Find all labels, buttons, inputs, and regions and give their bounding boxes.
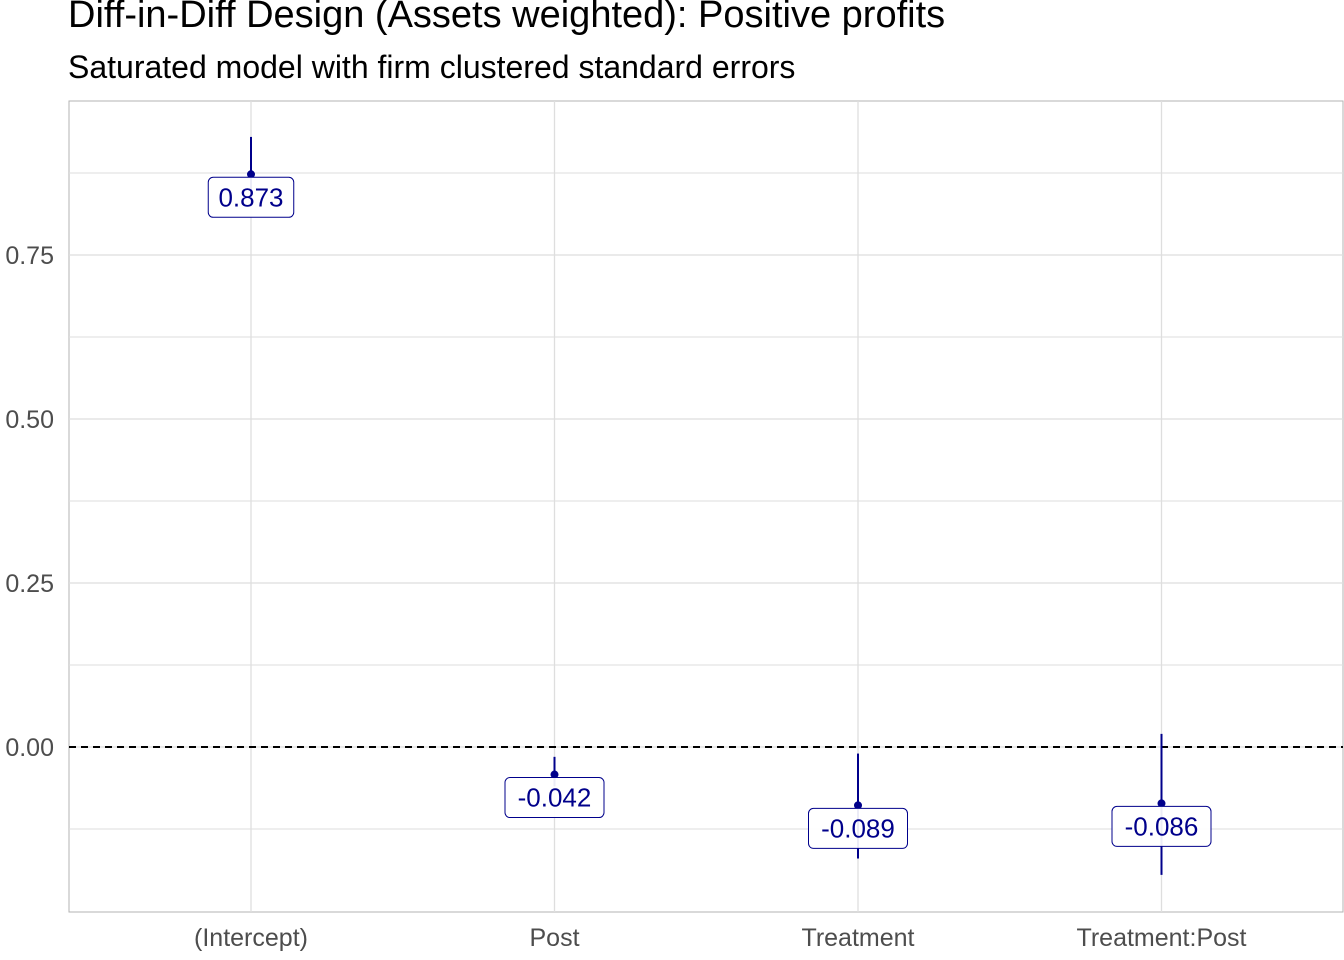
estimate-label: 0.873 — [218, 182, 283, 212]
estimate-point — [550, 770, 559, 779]
x-tick-label: (Intercept) — [194, 924, 308, 952]
x-tick-label: Treatment:Post — [1077, 924, 1247, 952]
mark-layer: 0.873 -0.042 -0.089 -0.086 — [69, 136, 1343, 875]
estimate-label-box — [207, 176, 295, 218]
estimate-label: -0.089 — [821, 813, 895, 843]
x-tick-label: Post — [529, 924, 579, 952]
chart-title: Diff-in-Diff Design (Assets weighted): P… — [68, 0, 946, 36]
chart-subtitle: Saturated model with firm clustered stan… — [68, 49, 796, 85]
estimate-label: -0.042 — [518, 783, 592, 813]
estimate-point — [247, 170, 255, 179]
y-tick-label: 0.75 — [5, 242, 54, 270]
y-tick-label: 0.25 — [5, 570, 54, 598]
estimate-point — [1157, 799, 1166, 808]
y-tick-label: 0.50 — [5, 406, 54, 434]
grid-layer — [68, 100, 1344, 913]
panel-border — [68, 100, 1344, 913]
estimate-label-box — [1111, 805, 1212, 847]
y-tick-label: 0.00 — [5, 734, 54, 762]
estimate-label-box — [808, 807, 908, 849]
axis-layer: 0.00 0.25 0.50 0.75 (Intercept) Post Treatment… — [5, 242, 1246, 952]
estimate-label: -0.086 — [1125, 811, 1199, 841]
estimate-point — [854, 801, 862, 810]
x-tick-label: Treatment — [801, 924, 914, 952]
estimate-label-box — [504, 777, 605, 819]
